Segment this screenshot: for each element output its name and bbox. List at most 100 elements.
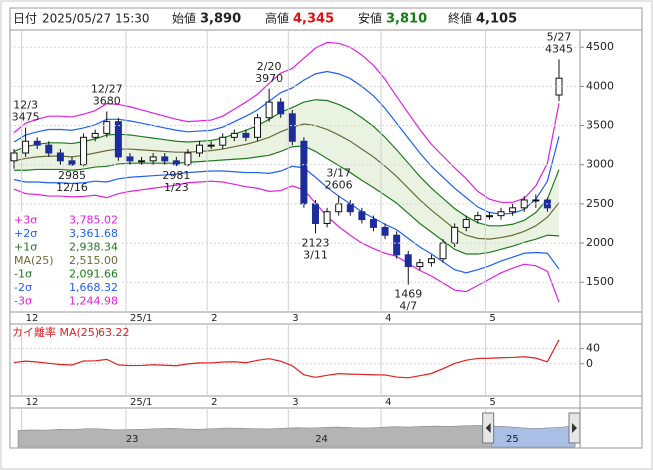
candle-body: [427, 258, 435, 264]
candle-body: [323, 211, 331, 224]
header-value: 4,345: [293, 12, 334, 27]
annotation-date: 3/11: [303, 248, 328, 261]
y-tick-label: 4500: [586, 40, 614, 53]
candle-body: [91, 132, 99, 138]
candle-body: [277, 101, 285, 115]
x-tick-label: 12: [26, 397, 39, 408]
candle-body: [532, 199, 540, 202]
candle-body: [393, 234, 401, 256]
legend-value: 2,515.00: [69, 254, 118, 267]
candle-body: [10, 152, 18, 162]
annotation-date: 12/16: [56, 181, 88, 194]
header-date: 2025/05/27 15:30: [42, 12, 150, 26]
annotation-date: 1/23: [164, 181, 189, 194]
header-value: 4,105: [476, 12, 517, 27]
navigator-arrow: [485, 423, 491, 433]
annotation-value: 2606: [325, 179, 353, 192]
x-tick-label: 12: [26, 313, 39, 324]
navigator-label: 25: [506, 434, 519, 445]
candle-body: [161, 156, 169, 162]
x-tick-label: 2: [211, 313, 217, 324]
candle-body: [451, 226, 459, 244]
annotation-date: 12/3: [13, 99, 38, 112]
navigator-label: 24: [315, 434, 328, 445]
candle-body: [335, 203, 343, 213]
candle-body: [172, 160, 180, 166]
band-line: [13, 41, 560, 203]
candle-body: [33, 140, 41, 146]
legend-name: +2σ: [14, 227, 37, 240]
annotation-date: 12/27: [91, 82, 123, 95]
candle-body: [485, 215, 493, 218]
candle-body: [114, 121, 122, 158]
x-tick-label: 5: [489, 397, 495, 408]
header-label: 始値: [172, 11, 196, 26]
candle-body: [68, 160, 76, 166]
candle-body: [462, 219, 470, 228]
candle-body: [311, 203, 319, 224]
annotation-value: 1469: [394, 288, 422, 301]
annotation-date: 3/17: [326, 167, 351, 180]
legend-value: 2,091.66: [69, 268, 118, 281]
y-tick-label: 2000: [586, 236, 614, 249]
annotation-value: 4345: [545, 42, 573, 55]
band-line: [13, 165, 560, 274]
annotation-value: 2985: [58, 169, 86, 182]
header-label: 高値: [265, 11, 289, 26]
header-label: 日付: [13, 12, 37, 26]
band-line: [14, 145, 560, 255]
candle-body: [80, 136, 88, 166]
y-tick-label: 40: [586, 342, 600, 355]
legend-value: 3,361.68: [69, 227, 118, 240]
y-tick-label: 3000: [586, 158, 614, 171]
deviation-line: [13, 339, 560, 379]
y-tick-label: 1500: [586, 275, 614, 288]
candle-body: [184, 152, 192, 166]
band-line: [13, 99, 560, 227]
candle-body: [149, 156, 157, 162]
annotation-value: 3970: [255, 72, 283, 85]
candle-body: [22, 140, 30, 154]
x-tick-label: 25/1: [130, 397, 152, 408]
candle-body: [207, 144, 215, 147]
band-line: [13, 180, 560, 303]
candle-body: [300, 140, 308, 205]
header-label: 終値: [448, 11, 472, 26]
candle-body: [288, 113, 296, 142]
candle-body: [219, 136, 227, 146]
candle-body: [265, 101, 273, 119]
candle-body: [45, 144, 53, 154]
annotation-value: 3680: [93, 94, 121, 107]
annotation-date: 5/27: [547, 30, 572, 43]
plot-area: [10, 41, 563, 303]
candle-body: [509, 207, 517, 213]
legend-name: MA(25): [14, 254, 54, 267]
legend-box: [12, 211, 120, 310]
legend-value: 2,938.34: [69, 241, 118, 254]
legend-name: +1σ: [14, 241, 37, 254]
legend-name: -1σ: [14, 268, 32, 281]
candle-body: [404, 254, 412, 268]
x-tick-label: 5: [489, 313, 495, 324]
annotation-value: 2981: [162, 169, 190, 182]
band-line: [13, 70, 560, 215]
y-tick-label: 2500: [586, 197, 614, 210]
navigator-label: 23: [126, 434, 139, 445]
candle-body: [358, 211, 366, 221]
header-label: 安値: [358, 11, 382, 26]
candle-body: [242, 132, 250, 138]
header-value: 3,810: [386, 12, 427, 27]
candle-body: [369, 219, 377, 228]
candle-body: [474, 215, 482, 221]
header-value: 3,890: [200, 12, 241, 27]
candle-body: [56, 152, 64, 162]
candle-body: [381, 226, 389, 236]
candle-body: [103, 121, 111, 134]
band-line: [13, 123, 560, 240]
candle-body: [416, 262, 424, 268]
candle-body: [138, 160, 146, 163]
annotation-value: 3475: [12, 111, 40, 124]
x-tick-label: 4: [385, 397, 391, 408]
legend-value: 1,244.98: [69, 295, 118, 308]
